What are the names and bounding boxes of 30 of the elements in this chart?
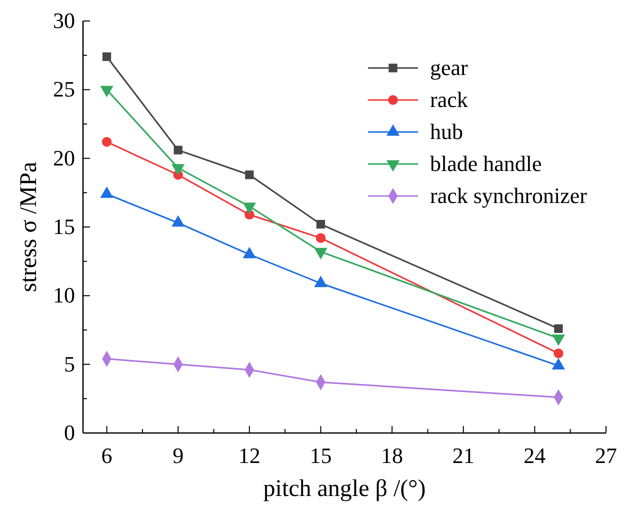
x-tick-label: 18 xyxy=(381,443,404,468)
point xyxy=(554,324,563,333)
x-tick-label: 27 xyxy=(595,443,617,468)
legend-label: blade handle xyxy=(430,151,542,176)
x-tick-label: 9 xyxy=(172,443,184,468)
x-tick-label: 24 xyxy=(524,443,546,468)
y-tick-label: 0 xyxy=(64,420,75,445)
point xyxy=(245,170,254,180)
point xyxy=(102,52,112,62)
point xyxy=(316,220,326,229)
x-tick-label: 15 xyxy=(310,443,332,468)
x-tick-label: 12 xyxy=(238,443,260,468)
point xyxy=(102,136,112,147)
y-tick-label: 25 xyxy=(53,76,75,102)
y-tick-label: 10 xyxy=(53,282,75,308)
legend-label: rack xyxy=(430,87,468,112)
legend-label: hub xyxy=(430,119,463,144)
y-axis-title: stress σ /MPa xyxy=(16,162,42,292)
y-tick-label: 15 xyxy=(53,214,75,239)
x-tick-label: 6 xyxy=(101,443,112,468)
y-tick-label: 5 xyxy=(64,351,75,376)
y-tick-label: 30 xyxy=(53,8,75,33)
point xyxy=(554,348,564,358)
point xyxy=(316,233,326,243)
x-tick-label: 21 xyxy=(452,443,474,468)
point xyxy=(174,146,182,154)
x-axis-title: pitch angle β /(°) xyxy=(263,476,426,502)
y-tick-label: 20 xyxy=(53,145,75,170)
legend-label: gear xyxy=(430,55,469,80)
legend-label: rack synchronizer xyxy=(430,183,588,208)
